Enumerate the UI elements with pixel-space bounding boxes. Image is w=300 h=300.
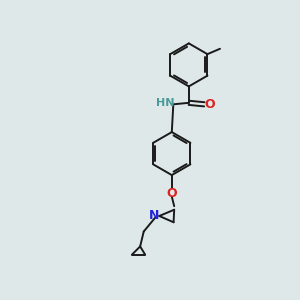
Text: O: O xyxy=(167,187,177,200)
Text: HN: HN xyxy=(156,98,174,108)
Text: N: N xyxy=(149,209,159,223)
Text: O: O xyxy=(204,98,215,111)
